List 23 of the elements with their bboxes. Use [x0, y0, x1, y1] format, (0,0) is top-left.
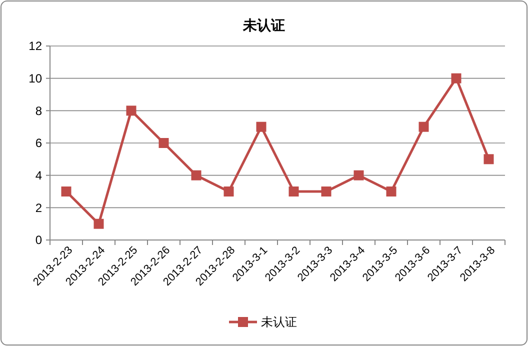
chart-title: 未认证: [242, 17, 285, 33]
legend-label: 未认证: [261, 315, 297, 330]
y-tick-label: 0: [35, 233, 42, 248]
point: [158, 138, 169, 148]
point: [288, 186, 299, 196]
point: [191, 170, 202, 180]
y-tick-label: 8: [35, 104, 42, 118]
point: [484, 154, 494, 164]
point: [224, 186, 234, 196]
point: [126, 106, 136, 116]
point: [94, 218, 104, 229]
point: [451, 73, 462, 84]
point: [321, 186, 332, 196]
point: [256, 122, 266, 132]
point: [354, 170, 364, 180]
y-tick-label: 12: [28, 39, 42, 54]
y-tick-label: 10: [28, 72, 42, 86]
y-tick-label: 2: [35, 200, 42, 215]
point: [386, 186, 396, 196]
point: [418, 122, 429, 132]
y-tick-label: 6: [35, 136, 42, 150]
y-tick-label: 4: [35, 168, 42, 183]
point: [61, 186, 72, 196]
